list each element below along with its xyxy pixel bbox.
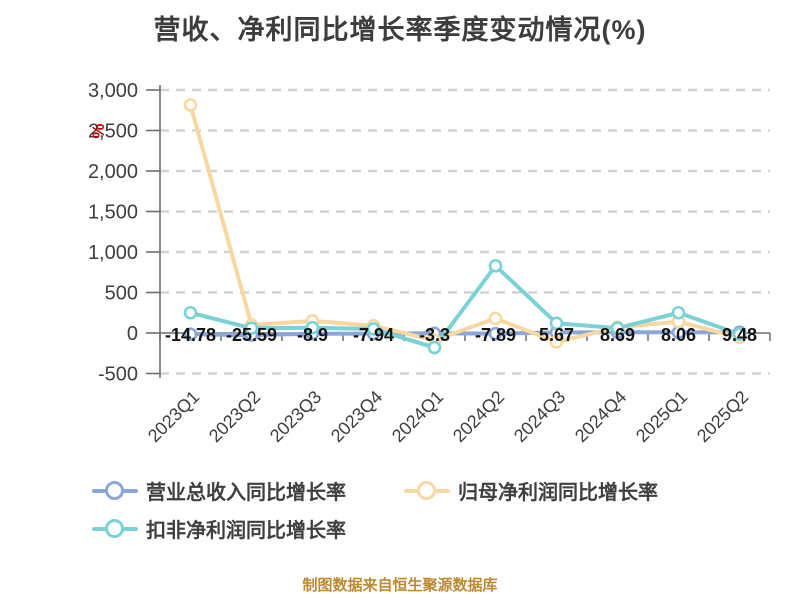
- data-label-total-revenue-yoy-growth: -8.9: [297, 325, 328, 345]
- y-axis-label: 1,000: [88, 242, 138, 264]
- data-point-net-profit-yoy-growth: [183, 98, 198, 112]
- x-axis-label: 2024Q4: [571, 387, 630, 446]
- legend-item-non-gaap-profit-yoy-growth[interactable]: 扣非净利润同比增长率: [92, 514, 346, 543]
- data-point-non-gaap-profit-yoy-growth: [610, 321, 625, 335]
- data-label-total-revenue-yoy-growth: 8.69: [600, 325, 635, 345]
- data-label-total-revenue-yoy-growth: -14.78: [165, 325, 216, 345]
- y-axis-unit-label: %: [89, 123, 108, 138]
- y-axis-label: 0: [127, 323, 138, 345]
- line-circle-marker-icon: [404, 480, 450, 502]
- legend-label: 营业总收入同比增长率: [146, 482, 346, 504]
- line-circle-marker-icon: [92, 518, 138, 540]
- data-point-non-gaap-profit-yoy-growth: [671, 305, 686, 320]
- data-point-non-gaap-profit-yoy-growth: [305, 320, 320, 335]
- legend-label: 扣非净利润同比增长率: [146, 520, 346, 542]
- x-axis-label: 2024Q2: [449, 387, 508, 446]
- data-point-non-gaap-profit-yoy-growth: [183, 305, 198, 320]
- y-axis-label: 500: [105, 283, 138, 305]
- x-axis-label: 2024Q3: [510, 387, 569, 446]
- data-point-total-revenue-yoy-growth: [183, 327, 198, 341]
- x-axis-label: 2023Q1: [144, 387, 203, 446]
- y-axis-label: 3,000: [88, 80, 138, 102]
- data-point-non-gaap-profit-yoy-growth: [488, 258, 503, 273]
- data-label-total-revenue-yoy-growth: 5.67: [539, 325, 574, 345]
- legend-row-2: 扣非净利润同比增长率: [92, 514, 346, 543]
- source-caption: 制图数据来自恒生聚源数据库: [302, 577, 498, 594]
- data-point-net-profit-yoy-growth: [549, 335, 564, 349]
- line-circle-marker-icon: [92, 480, 138, 502]
- x-axis-label: 2023Q2: [205, 387, 264, 446]
- series-line-non-gaap-profit-yoy-growth: [188, 263, 742, 350]
- legend-item-net-profit-yoy-growth[interactable]: 归母净利润同比增长率: [404, 476, 658, 505]
- x-axis-label: 2023Q4: [327, 387, 386, 446]
- x-axis-label: 2025Q1: [632, 387, 691, 446]
- legend-label: 归母净利润同比增长率: [458, 482, 658, 504]
- data-point-total-revenue-yoy-growth: [488, 326, 503, 341]
- y-axis-label: 1,500: [88, 202, 138, 224]
- x-axis-label: 2025Q2: [693, 387, 752, 446]
- data-label-total-revenue-yoy-growth: -25.59: [226, 325, 277, 345]
- series-line-total-revenue-yoy-growth: [188, 330, 742, 338]
- data-label-total-revenue-yoy-growth: -7.89: [475, 325, 516, 345]
- data-label-total-revenue-yoy-growth: -7.94: [353, 325, 394, 345]
- data-point-non-gaap-profit-yoy-growth: [427, 340, 442, 355]
- y-axis-label: 2,500: [88, 121, 138, 143]
- data-point-non-gaap-profit-yoy-growth: [366, 322, 381, 336]
- data-point-non-gaap-profit-yoy-growth: [549, 316, 564, 331]
- data-label-total-revenue-yoy-growth: 9.48: [722, 325, 757, 345]
- series-line-net-profit-yoy-growth: [188, 102, 742, 344]
- data-point-net-profit-yoy-growth: [488, 311, 503, 326]
- x-axis-label: 2023Q3: [266, 387, 325, 446]
- y-axis-label: -500: [98, 364, 138, 386]
- x-axis-label: 2024Q1: [388, 387, 447, 446]
- data-point-non-gaap-profit-yoy-growth: [244, 321, 259, 335]
- data-label-total-revenue-yoy-growth: 8.06: [661, 325, 696, 345]
- y-axis-label: 2,000: [88, 161, 138, 183]
- data-label-total-revenue-yoy-growth: -3.3: [419, 325, 450, 345]
- legend-row-1: 营业总收入同比增长率 归母净利润同比增长率: [92, 476, 658, 505]
- legend-item-total-revenue-yoy-growth[interactable]: 营业总收入同比增长率: [92, 476, 346, 505]
- chart-title: 营收、净利同比增长率季度变动情况(%): [153, 15, 647, 45]
- data-point-non-gaap-profit-yoy-growth: [732, 327, 747, 342]
